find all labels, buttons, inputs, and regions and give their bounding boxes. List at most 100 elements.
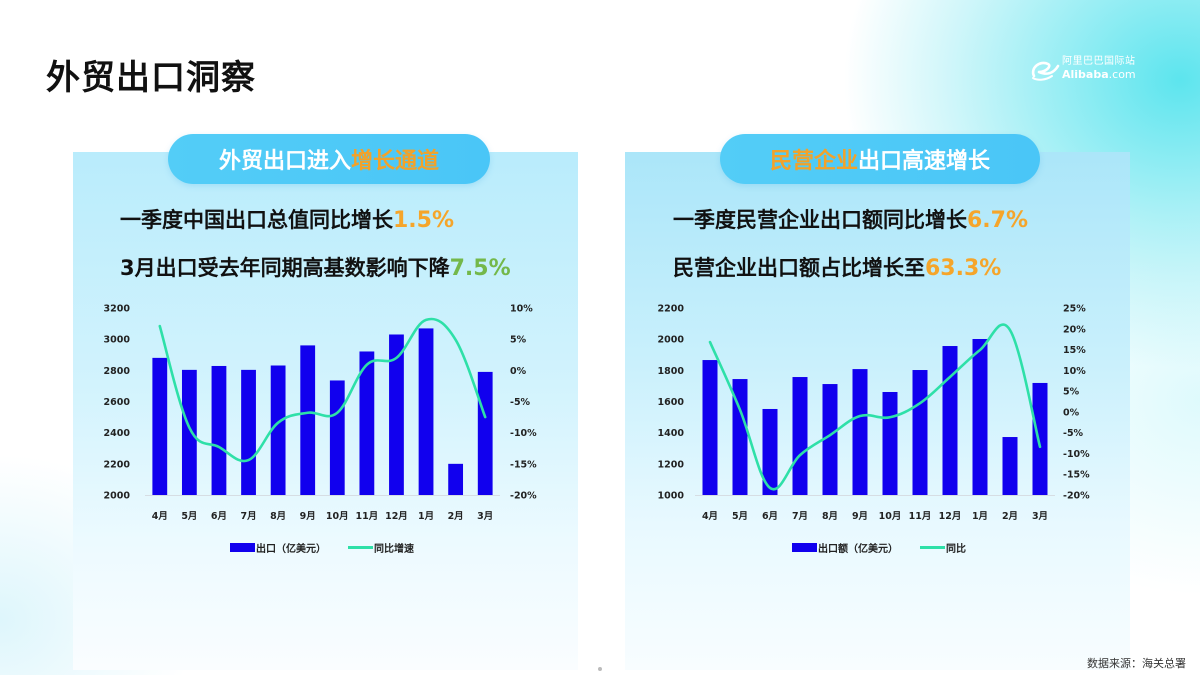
y-left-tick: 2000 bbox=[658, 335, 685, 346]
x-tick: 12月 bbox=[939, 511, 962, 522]
growth-line bbox=[708, 323, 1042, 491]
y-right-tick: -20% bbox=[510, 491, 537, 502]
x-tick: 4月 bbox=[702, 511, 718, 522]
x-tick: 5月 bbox=[732, 511, 748, 522]
y-left-tick: 2000 bbox=[104, 491, 131, 502]
chart-private-export: 1000 1200 1400 1600 1800 2000 2200 -20% -15% -10%… bbox=[640, 290, 1110, 560]
stat-value: 63.3% bbox=[925, 256, 1002, 281]
y-right-tick: 10% bbox=[1063, 366, 1086, 377]
page-indicator-dot bbox=[598, 667, 602, 671]
y-left-tick: 1000 bbox=[658, 491, 685, 502]
x-tick: 6月 bbox=[762, 511, 778, 522]
stat-march-export: 3月出口受去年同期高基数影响下降7.5% bbox=[120, 252, 511, 282]
stat-private-share: 民营企业出口额占比增长至63.3% bbox=[673, 252, 1001, 282]
panel-title-pill-left: 外贸出口进入 增长通道 bbox=[168, 134, 490, 184]
y-left-tick: 2200 bbox=[104, 459, 131, 470]
bar bbox=[211, 365, 227, 495]
bar bbox=[732, 379, 748, 495]
pill-highlight: 民营企业 bbox=[769, 149, 858, 174]
pill-text: 外贸出口进入 bbox=[218, 149, 351, 174]
y-right-tick: 25% bbox=[1063, 304, 1086, 315]
page-title: 外贸出口洞察 bbox=[46, 58, 256, 98]
chart-svg: 2000 2200 2400 2600 2800 3000 3200 -20% -15% -10%… bbox=[104, 304, 538, 523]
bar bbox=[241, 369, 256, 495]
x-tick: 2月 bbox=[1002, 511, 1018, 522]
stat-value: 7.5% bbox=[449, 256, 511, 281]
chart-export-total: 2000 2200 2400 2600 2800 3000 3200 -20% -15% -10%… bbox=[90, 290, 560, 560]
logo-en-text: Alibaba.com bbox=[1062, 68, 1136, 81]
y-left-tick: 2600 bbox=[104, 397, 131, 408]
x-tick: 6月 bbox=[211, 511, 227, 522]
bar bbox=[852, 369, 868, 495]
x-tick: 7月 bbox=[792, 511, 808, 522]
pill-highlight: 增长通道 bbox=[351, 149, 440, 174]
y-right-tick: 0% bbox=[1063, 407, 1080, 418]
legend-bar-swatch bbox=[792, 543, 817, 552]
y-right-tick: -5% bbox=[510, 397, 531, 408]
y-right-tick: 10% bbox=[510, 304, 533, 315]
y-right-tick: -15% bbox=[510, 459, 537, 470]
x-tick: 4月 bbox=[152, 511, 168, 522]
x-tick: 10月 bbox=[879, 511, 902, 522]
y-right-tick: 15% bbox=[1063, 345, 1086, 356]
y-right-tick: -10% bbox=[510, 428, 537, 439]
bar bbox=[1002, 437, 1018, 495]
stat-q1-export: 一季度中国出口总值同比增长1.5% bbox=[120, 204, 454, 234]
y-left-tick: 1200 bbox=[658, 459, 685, 470]
legend-bar-label: 出口（亿美元） bbox=[256, 544, 326, 555]
x-tick: 8月 bbox=[270, 511, 286, 522]
bar bbox=[300, 345, 316, 495]
x-tick: 11月 bbox=[909, 511, 932, 522]
legend-bar-swatch bbox=[230, 543, 255, 552]
y-left-tick: 1800 bbox=[658, 366, 685, 377]
bar bbox=[448, 463, 464, 495]
data-source: 数据来源：海关总署 bbox=[1087, 657, 1186, 670]
bar bbox=[418, 328, 434, 495]
stat-label: 民营企业出口额占比增长至 bbox=[673, 256, 925, 280]
y-right-tick: -15% bbox=[1063, 470, 1090, 481]
bar bbox=[389, 334, 404, 495]
y-left-tick: 1600 bbox=[658, 397, 685, 408]
x-tick: 10月 bbox=[326, 511, 349, 522]
alibaba-logo: 阿里巴巴国际站 Alibaba.com bbox=[1030, 56, 1136, 81]
stat-label: 一季度民营企业出口额同比增长 bbox=[673, 208, 967, 232]
legend-line-swatch bbox=[348, 546, 373, 549]
stat-private-growth: 一季度民营企业出口额同比增长6.7% bbox=[673, 204, 1028, 234]
y-left-tick: 2400 bbox=[104, 428, 131, 439]
legend-line-swatch bbox=[920, 546, 945, 549]
y-left-tick: 2800 bbox=[104, 366, 131, 377]
y-left-tick: 1400 bbox=[658, 428, 685, 439]
y-right-tick: 20% bbox=[1063, 324, 1086, 335]
pill-text: 出口高速增长 bbox=[858, 149, 991, 174]
bar bbox=[822, 384, 838, 495]
logo-cn-text: 阿里巴巴国际站 bbox=[1062, 56, 1136, 67]
y-right-tick: 0% bbox=[510, 366, 527, 377]
x-tick: 7月 bbox=[240, 511, 256, 522]
x-tick: 9月 bbox=[852, 511, 868, 522]
stat-label: 一季度中国出口总值同比增长 bbox=[120, 208, 393, 232]
y-right-tick: -20% bbox=[1063, 491, 1090, 502]
bar bbox=[972, 339, 988, 495]
bar bbox=[359, 351, 375, 495]
chart-legend-left: 出口（亿美元） 同比增速 bbox=[230, 540, 414, 555]
y-left-tick: 3200 bbox=[104, 304, 131, 315]
x-tick: 1月 bbox=[418, 511, 434, 522]
bar bbox=[882, 391, 898, 495]
y-right-tick: 5% bbox=[510, 335, 527, 346]
bar bbox=[942, 346, 958, 495]
legend-line-label: 同比 bbox=[946, 544, 966, 555]
bar bbox=[181, 369, 197, 495]
chart-legend-right: 出口额（亿美元） 同比 bbox=[792, 540, 966, 555]
x-tick: 1月 bbox=[972, 511, 988, 522]
stat-value: 6.7% bbox=[967, 208, 1029, 233]
bar bbox=[270, 365, 286, 495]
x-tick: 8月 bbox=[822, 511, 838, 522]
chart-svg: 1000 1200 1400 1600 1800 2000 2200 -20% -15% -10%… bbox=[658, 304, 1091, 523]
bar bbox=[329, 380, 345, 495]
x-tick: 3月 bbox=[1032, 511, 1048, 522]
legend-bar-label: 出口额（亿美元） bbox=[818, 544, 898, 555]
bar bbox=[792, 377, 808, 495]
x-tick: 3月 bbox=[477, 511, 493, 522]
bar bbox=[477, 371, 493, 495]
x-tick: 2月 bbox=[448, 511, 464, 522]
